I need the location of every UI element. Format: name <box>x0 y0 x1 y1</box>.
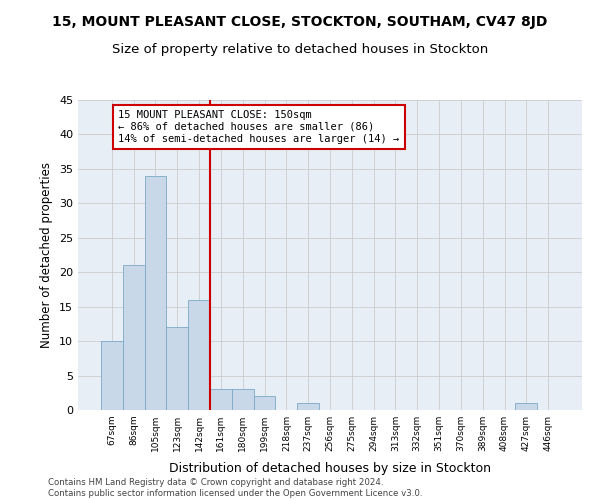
Bar <box>210 390 232 410</box>
Text: 15 MOUNT PLEASANT CLOSE: 150sqm
← 86% of detached houses are smaller (86)
14% of: 15 MOUNT PLEASANT CLOSE: 150sqm ← 86% of… <box>118 110 400 144</box>
Text: Contains HM Land Registry data © Crown copyright and database right 2024.
Contai: Contains HM Land Registry data © Crown c… <box>48 478 422 498</box>
Bar <box>297 403 319 410</box>
Bar <box>515 403 537 410</box>
Text: Size of property relative to detached houses in Stockton: Size of property relative to detached ho… <box>112 42 488 56</box>
X-axis label: Distribution of detached houses by size in Stockton: Distribution of detached houses by size … <box>169 462 491 475</box>
Bar <box>101 341 123 410</box>
Bar <box>145 176 166 410</box>
Bar <box>232 390 254 410</box>
Bar <box>254 396 275 410</box>
Bar <box>123 266 145 410</box>
Bar <box>188 300 210 410</box>
Bar <box>166 328 188 410</box>
Y-axis label: Number of detached properties: Number of detached properties <box>40 162 53 348</box>
Text: 15, MOUNT PLEASANT CLOSE, STOCKTON, SOUTHAM, CV47 8JD: 15, MOUNT PLEASANT CLOSE, STOCKTON, SOUT… <box>52 15 548 29</box>
